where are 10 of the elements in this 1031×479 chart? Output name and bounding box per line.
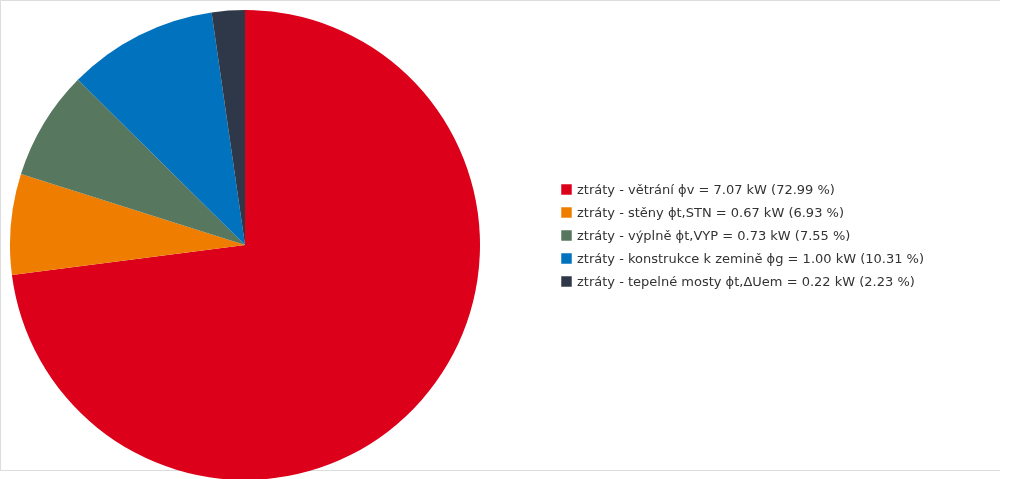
legend-label: ztráty - konstrukce k zemině ϕg = 1.00 kW (10.31 %) (577, 250, 925, 266)
legend-label: ztráty - tepelné mosty ϕt,ΔUem = 0.22 kW (2.23 %) (577, 273, 915, 289)
pie-slice (20, 79, 245, 245)
legend-label: ztráty - větrání ϕv = 7.07 kW (72.99 %) (577, 181, 835, 197)
legend-label: ztráty - výplně ϕt,VYP = 0.73 kW (7.55 %) (577, 227, 851, 243)
pie-slice (77, 12, 245, 245)
pie-slice (10, 174, 245, 276)
pie-slice (211, 10, 245, 245)
legend-label: ztráty - stěny ϕt,STN = 0.67 kW (6.93 %) (577, 204, 844, 220)
pie-slice (11, 10, 480, 479)
